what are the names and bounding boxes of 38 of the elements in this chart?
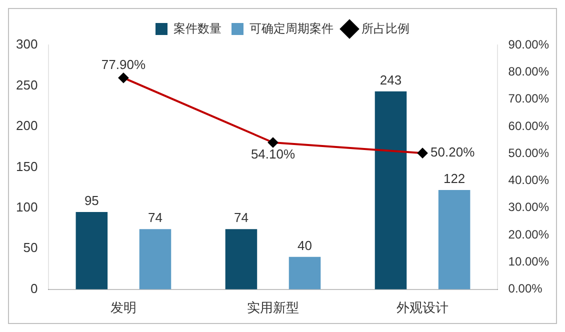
data-label: 243 (380, 72, 402, 88)
y2-tick-label: 50.00% (508, 146, 550, 160)
y2-tick-label: 80.00% (508, 64, 550, 78)
y-tick-label: 50 (23, 240, 38, 256)
y2-tick-label: 0.00% (508, 282, 543, 296)
bar (225, 229, 258, 290)
y-tick-label: 250 (16, 77, 38, 92)
data-label: 122 (443, 171, 466, 186)
y2-tick-label: 30.00% (508, 200, 550, 214)
y-tick-label: 200 (16, 118, 38, 134)
legend-label: 可确定周期案件 (250, 21, 334, 36)
data-label: 40 (298, 238, 312, 253)
bar (288, 256, 321, 290)
bar (374, 91, 407, 290)
data-label: 74 (148, 210, 162, 226)
y2-tick-label: 40.00% (508, 173, 550, 188)
x-tick-label: 实用新型 (246, 300, 299, 315)
legend-label: 案件数量 (174, 21, 222, 36)
y2-tick-label: 10.00% (508, 254, 550, 269)
bar (139, 229, 172, 290)
data-label: 77.90% (101, 56, 146, 72)
bar (438, 190, 470, 290)
legend-label: 所占比例 (362, 21, 410, 36)
x-tick-label: 外观设计 (396, 300, 449, 315)
y-tick-label: 150 (16, 158, 38, 174)
data-label: 50.20% (430, 144, 476, 160)
y2-tick-label: 70.00% (508, 92, 550, 106)
data-label: 54.10% (250, 146, 296, 162)
bar (76, 212, 108, 290)
x-tick-label: 发明 (110, 300, 136, 315)
data-label: 74 (234, 210, 248, 226)
y-tick-label: 100 (16, 200, 38, 215)
data-label: 95 (84, 193, 99, 208)
y2-tick-label: 60.00% (508, 118, 550, 133)
y-tick-label: 0 (30, 280, 38, 296)
y2-tick-label: 20.00% (508, 227, 550, 242)
y-tick-label: 300 (16, 36, 38, 52)
y2-tick-label: 90.00% (508, 37, 550, 52)
